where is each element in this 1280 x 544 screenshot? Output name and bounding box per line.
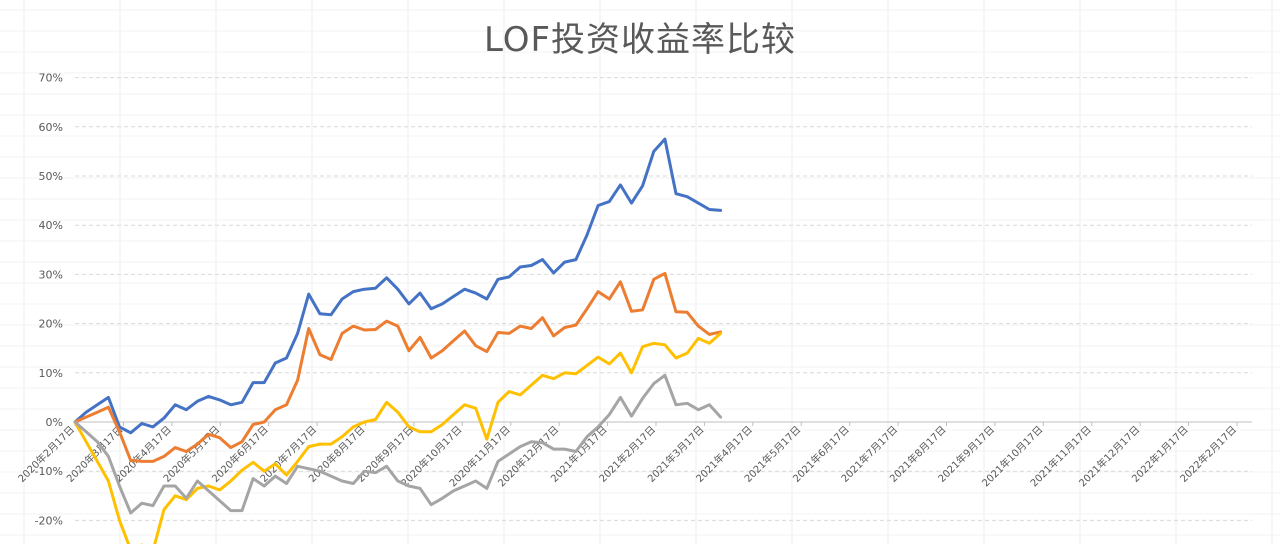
series-line-2 (73, 271, 723, 463)
y-tick-label: 50% (39, 170, 63, 183)
series-line-3 (73, 331, 723, 544)
y-tick-label: 10% (39, 367, 63, 380)
y-tick-label: 70% (39, 72, 63, 85)
y-tick-label: 20% (39, 318, 63, 331)
y-tick-label: 30% (39, 268, 63, 281)
y-tick-label: -10% (35, 465, 63, 478)
y-tick-label: 40% (39, 219, 63, 232)
series-line-4 (73, 373, 723, 515)
y-tick-label: -20% (35, 514, 63, 527)
series-line-1 (73, 137, 723, 435)
chart-title: LOF投资收益率比较 (483, 20, 797, 60)
y-tick-label: 60% (39, 121, 63, 134)
y-tick-label: 0% (46, 416, 63, 429)
